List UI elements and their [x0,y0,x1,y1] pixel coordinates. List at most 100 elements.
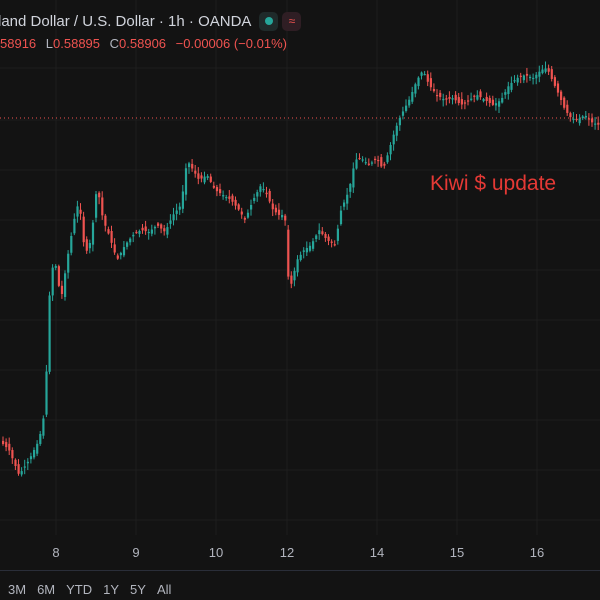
candle-body [529,76,532,79]
candle-body [594,123,597,125]
candle-body [346,194,349,204]
range-3m-button[interactable]: 3M [8,582,27,597]
candle-body [414,84,417,94]
candle-body [336,228,339,241]
candle-body [287,229,290,277]
candle-body [29,456,33,460]
toolbar-divider [0,570,600,571]
candle-body [23,466,26,468]
candle-body [54,265,57,268]
candle-body [560,91,563,100]
candle-body [206,176,209,178]
candle-body [129,238,132,243]
candle-body [432,88,436,92]
candle-body [194,170,197,174]
candle-body [290,275,293,284]
candle-body [383,163,386,166]
low-value: 0.58895 [53,36,101,51]
candle-body [299,254,302,261]
candle-body [535,74,538,79]
candle-body [166,227,169,235]
market-status-icon[interactable] [259,11,279,31]
candle-body [126,242,129,247]
candle-body [76,206,79,217]
candle-body [563,97,566,108]
candle-body [339,210,343,225]
range-ytd-button[interactable]: YTD [66,582,93,597]
candle-body [91,222,95,245]
candle-body [395,125,398,136]
candle-body [516,77,519,83]
wave-icon[interactable]: ≈ [282,11,302,31]
candle-body [597,122,600,125]
range-all-button[interactable]: All [156,582,172,597]
candle-body [281,215,284,218]
chart-grid [0,0,600,535]
candle-body [20,471,23,475]
candle-body [494,103,498,106]
candle-body [138,231,141,234]
candle-body [457,97,460,103]
candle-body [228,196,231,199]
candle-body [163,228,166,232]
symbol-header[interactable]: land Dollar / U.S. Dollar · 1h · OANDA ≈ [0,11,302,31]
candle-body [501,97,504,103]
candle-body [451,98,454,100]
range-1y-button[interactable]: 1Y [103,582,120,597]
candle-body [578,118,581,124]
candle-body [522,75,525,81]
candle-body [70,236,73,253]
x-tick-label: 14 [369,545,385,560]
candle-body [572,118,575,120]
candle-body [547,68,550,72]
candle-body [584,115,587,118]
candle-body [243,217,246,220]
candle-body [343,202,346,207]
x-tick-label: 12 [279,545,295,560]
candle-body [132,234,135,237]
candle-body [426,74,429,82]
candle-body [259,186,262,192]
candle-body [119,252,122,256]
candle-body [498,101,501,107]
symbol-title[interactable]: land Dollar / U.S. Dollar · 1h · OANDA [0,12,252,30]
candle-body [85,239,88,251]
candle-body [485,96,488,101]
candle-body [203,176,206,183]
candle-body [191,163,194,169]
candle-body [324,233,327,238]
candle-body [423,74,426,76]
candle-body [237,204,240,210]
candle-body [398,118,401,126]
candle-body [358,157,361,160]
candle-body [479,91,482,98]
candle-body [318,230,321,235]
candle-body [355,159,358,169]
range-6m-button[interactable]: 6M [37,582,56,597]
candle-body [476,95,479,100]
candle-body [172,214,175,221]
candle-body [467,100,470,102]
close-key: C [109,36,120,51]
range-5y-button[interactable]: 5Y [130,582,146,597]
candle-body [349,184,352,192]
candle-body [519,75,522,77]
candle-body [504,92,507,95]
candle-body [231,195,234,202]
candle-body [408,99,411,106]
candle-body [175,210,178,214]
candle-body [510,82,513,90]
candle-body [160,224,163,229]
candle-body [374,158,377,161]
candlestick-chart[interactable] [0,0,600,535]
x-tick-label: 16 [529,545,545,560]
candle-body [219,189,222,194]
candle-body [367,163,370,165]
candle-body [141,227,144,231]
candle-body [250,205,253,210]
candle-body [420,72,423,76]
candle-body [2,440,5,444]
candle-body [240,211,243,215]
candle-body [5,442,8,448]
candle-body [569,113,572,118]
